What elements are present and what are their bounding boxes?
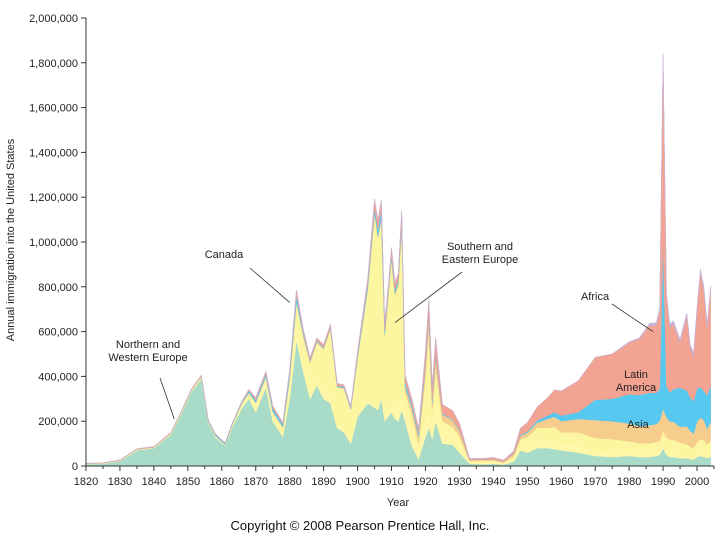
annotation-northern-and-western-europe: Northern and Western Europe [108,339,187,364]
x-tick-label: 1890 [311,476,335,488]
annotation-leader-southern-and-eastern-europe [394,271,463,323]
x-axis-ticks: 1820 1830 1840 1850 1860 1870 1880 1890 1900 1910… [74,466,715,488]
annotation-line: Northern and [116,339,180,351]
y-axis-ticks: 0 200,000 400,000 600,000 800,000 1,000,000 1,… [29,13,86,473]
x-tick-label: 1840 [142,476,166,488]
x-tick-label: 1980 [617,476,641,488]
annotation-line: Southern and [447,241,513,253]
x-tick-label: 1880 [277,476,301,488]
annotation-leader-canada [249,267,290,303]
y-axis-label: Annual immigration into the United State… [5,138,17,341]
annotation-africa: Africa [581,291,610,303]
y-tick-label: 600,000 [38,327,78,339]
x-tick-label: 1990 [651,476,675,488]
x-tick-label: 1930 [447,476,471,488]
annotation-canada: Canada [205,249,244,261]
y-tick-label: 1,400,000 [29,147,78,159]
y-tick-label: 2,000,000 [29,13,78,25]
x-tick-label: 1820 [74,476,98,488]
y-tick-label: 1,600,000 [29,103,78,115]
stacked-areas [85,53,711,467]
y-tick-label: 800,000 [38,282,78,294]
y-tick-label: 400,000 [38,371,78,383]
x-tick-label: 1860 [210,476,234,488]
annotation-line: America [616,382,657,394]
x-tick-label: 1910 [379,476,403,488]
annotation-southern-and-eastern-europe: Southern and Eastern Europe [442,241,518,266]
annotation-line: Africa [581,291,610,303]
x-tick-label: 1850 [176,476,200,488]
annotation-line: Western Europe [108,352,187,364]
area-africa [85,53,711,464]
annotation-line: Canada [205,249,244,261]
x-axis-label: Year [387,497,410,509]
y-tick-label: 200,000 [38,416,78,428]
x-tick-label: 1920 [413,476,437,488]
x-tick-label: 1830 [108,476,132,488]
x-tick-label: 1950 [515,476,539,488]
x-tick-label: 1970 [583,476,607,488]
y-tick-label: 0 [72,461,78,473]
x-tick-label: 2000 [685,476,709,488]
annotation-leader-africa [611,303,654,332]
annotation-line: Eastern Europe [442,254,518,266]
annotation-latin-america: Latin America [616,369,657,394]
annotation-asia: Asia [627,419,649,431]
y-tick-label: 1,200,000 [29,192,78,204]
annotation-leader-northern-and-western-europe [159,377,175,420]
x-tick-label: 1960 [549,476,573,488]
x-tick-label: 1870 [243,476,267,488]
y-tick-label: 1,800,000 [29,58,78,70]
y-tick-label: 1,000,000 [29,237,78,249]
x-tick-label: 1940 [481,476,505,488]
copyright-text: Copyright © 2008 Pearson Prentice Hall, … [230,518,490,533]
annotation-line: Latin [624,369,648,381]
annotation-line: Asia [627,419,649,431]
annotations: Northern and Western Europe Canada Southern… [108,241,657,431]
x-tick-label: 1900 [345,476,369,488]
